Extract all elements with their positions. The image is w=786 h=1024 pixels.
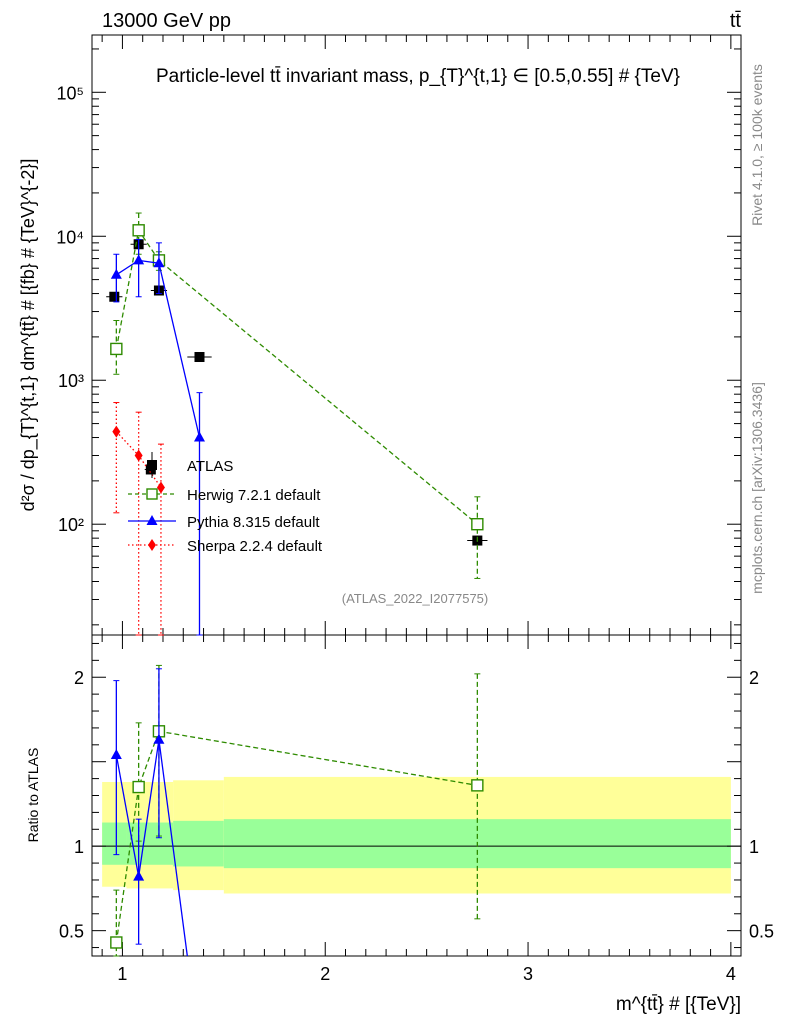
ratio-y-tick-label-right: 0.5	[749, 922, 774, 942]
main-panel-axes: 10² 10³ 10⁴ 10⁵	[56, 35, 741, 635]
ratio-series-pythia	[110, 668, 188, 957]
ratio-band-inner-1	[126, 822, 174, 865]
legend-marker-sherpa	[148, 539, 156, 551]
main-line-herwig	[115, 228, 478, 525]
main-point-pythia	[133, 254, 145, 265]
main-panel-series	[106, 212, 488, 636]
main-point-herwig	[471, 518, 484, 531]
y-tick-label: 10²	[58, 515, 84, 535]
x-tick-label: 4	[726, 964, 736, 984]
y-tick-label: 10³	[58, 371, 84, 391]
ratio-y-tick-label-right: 2	[749, 668, 759, 688]
ratio-point-pythia	[110, 748, 122, 759]
energy-label: 13000 GeV pp	[102, 10, 231, 32]
main-point-herwig	[132, 224, 145, 237]
ratio-line-pythia	[115, 739, 188, 957]
main-point-atlas	[109, 291, 120, 302]
legend-label-atlas: ATLAS	[187, 458, 233, 475]
ratio-y-tick-label-left: 0.5	[59, 922, 84, 942]
rivet-label: Rivet 4.1.0, ≥ 100k events	[749, 64, 765, 226]
legend-entry-sherpa: Sherpa 2.2.4 default	[128, 538, 323, 555]
ratio-point-herwig	[471, 779, 484, 792]
ratio-line-herwig	[115, 730, 478, 943]
x-tick-label: 2	[320, 964, 330, 984]
ratio-band-inner-0	[102, 822, 127, 865]
ratio-y-axis-label: Ratio to ATLAS	[25, 748, 41, 843]
ratio-panel-axes: 1 2 3 4 0.5 0.5 1 1 2 2	[59, 635, 774, 984]
main-point-herwig	[110, 342, 123, 356]
legend-marker-pythia	[146, 515, 158, 525]
main-point-pythia	[110, 268, 122, 279]
ratio-point-herwig	[132, 780, 145, 794]
legend-entry-atlas: ATLAS	[147, 452, 233, 478]
main-point-sherpa	[156, 481, 165, 494]
y-tick-label: 10⁵	[57, 83, 84, 103]
x-axis-label: m^{tt̄} # [{TeV}]	[616, 994, 741, 1015]
ratio-point-herwig	[110, 936, 123, 949]
ratio-point-pythia	[133, 870, 145, 881]
legend-label-pythia: Pythia 8.315 default	[187, 514, 320, 531]
analysis-tag: (ATLAS_2022_I2077575)	[342, 591, 488, 606]
main-point-sherpa	[134, 449, 143, 462]
y-tick-label: 10⁴	[56, 227, 84, 247]
main-line-pythia	[115, 259, 201, 438]
legend-entry-herwig: Herwig 7.2.1 default	[128, 487, 321, 504]
legend-marker-herwig	[146, 488, 158, 500]
ratio-y-tick-label-left: 1	[74, 837, 84, 857]
legend-label-sherpa: Sherpa 2.2.4 default	[187, 538, 323, 555]
x-tick-label: 1	[117, 964, 127, 984]
ratio-y-tick-label-left: 2	[74, 668, 84, 688]
ratio-y-tick-label-right: 1	[749, 837, 759, 857]
ratio-panel-series	[110, 664, 484, 957]
ratio-band-inner-2	[173, 820, 224, 867]
plot-title: Particle-level tt̄ invariant mass, p_{T}…	[156, 66, 680, 87]
mcplots-label: mcplots.cern.ch [arXiv:1306.3436]	[749, 382, 765, 594]
ratio-panel-bands	[92, 776, 741, 894]
main-series-pythia	[110, 238, 205, 636]
y-axis-label: d²σ / dp_{T}^{t,1} dm^{tt̄} # [{fb} # {T…	[18, 159, 39, 512]
process-label: tt̄	[730, 10, 742, 32]
main-point-sherpa	[112, 425, 121, 438]
main-series-sherpa	[112, 402, 165, 636]
legend-entry-pythia: Pythia 8.315 default	[128, 514, 320, 531]
main-point-atlas	[194, 352, 205, 363]
legend: ATLAS Herwig 7.2.1 default Pythia 8.315 …	[128, 452, 323, 555]
legend-label-herwig: Herwig 7.2.1 default	[187, 487, 321, 504]
x-tick-label: 3	[523, 964, 533, 984]
main-point-pythia	[153, 257, 165, 268]
main-point-pythia	[193, 431, 205, 442]
ratio-point-pythia	[153, 733, 165, 744]
main-series-herwig	[110, 212, 484, 579]
